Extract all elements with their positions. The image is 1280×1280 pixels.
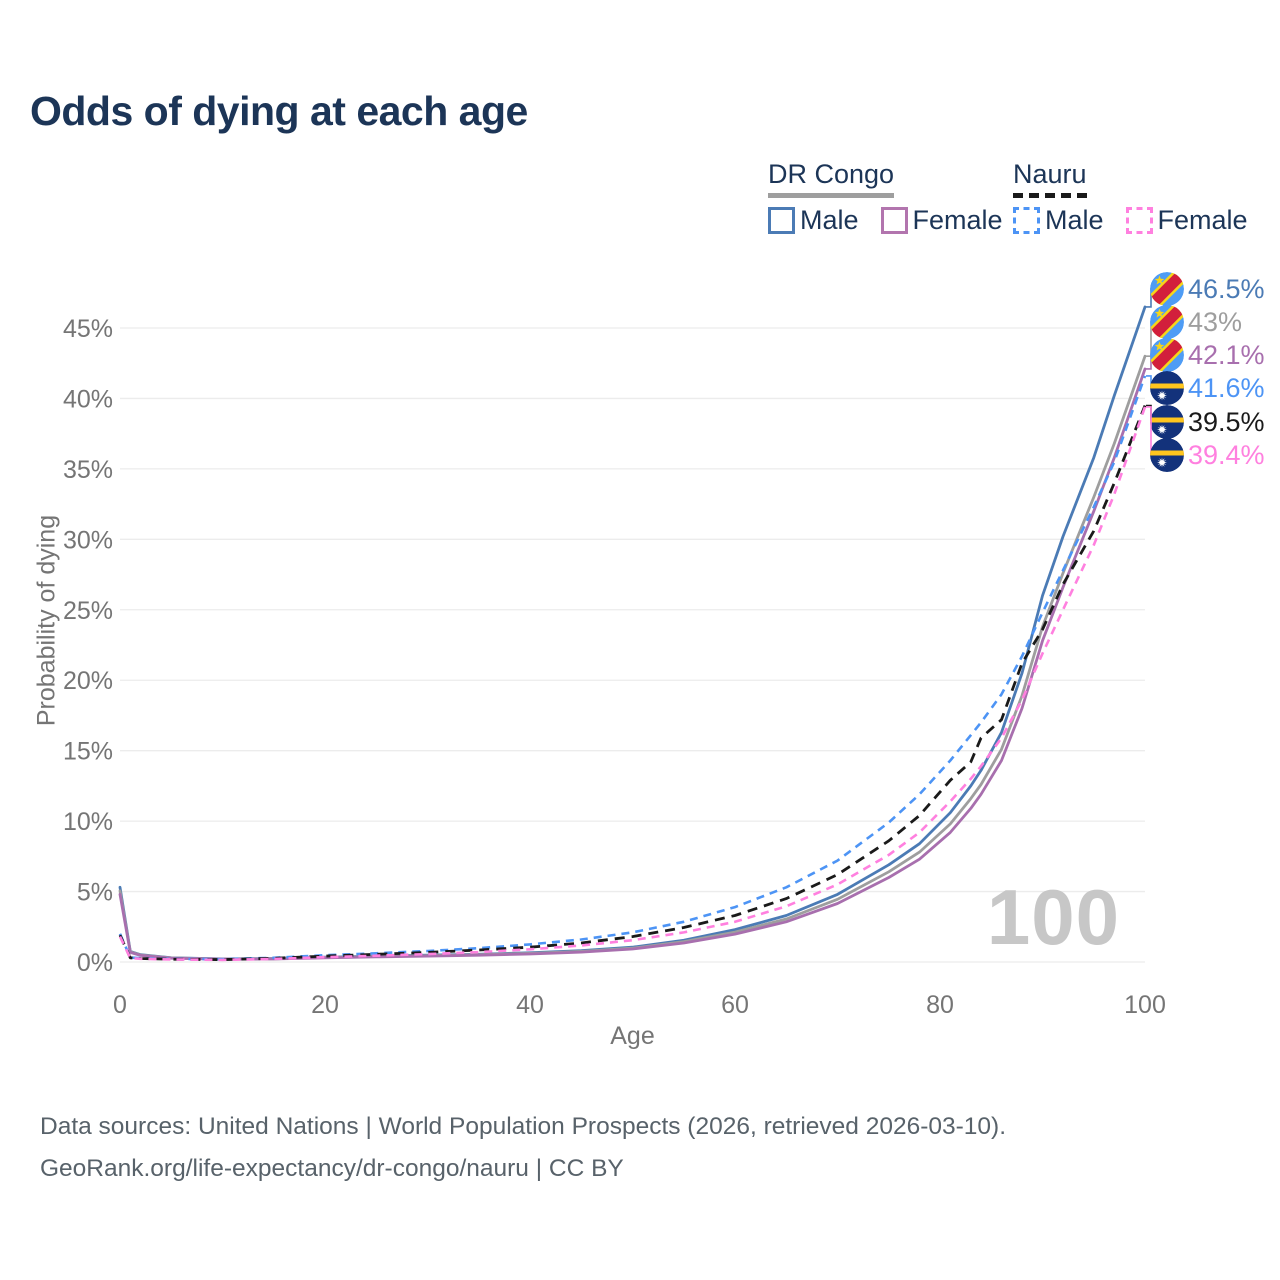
series-line-drc-all: [118, 354, 1147, 961]
y-axis-title: Probability of dying: [32, 514, 61, 727]
legend-row-dr-congo: Male Female: [768, 204, 1025, 235]
legend-group-nauru: Nauru Male Female: [1013, 159, 1270, 235]
nauru-flag-icon: [1150, 438, 1184, 472]
y-tick-label: 10%: [63, 808, 113, 836]
nauru-flag-icon: [1150, 405, 1184, 439]
legend-group-dr-congo: DR Congo Male Female: [768, 159, 1025, 235]
page-title: Odds of dying at each age: [30, 88, 528, 134]
y-tick-label: 15%: [63, 738, 113, 766]
legend-item-drc-male[interactable]: Male: [800, 204, 859, 235]
end-value-label-nauru-all: 39.5%: [1188, 407, 1265, 437]
end-value-label-nauru-male: 41.6%: [1188, 373, 1265, 403]
legend-swatch-drc-female-icon[interactable]: [880, 206, 908, 234]
y-tick-label: 25%: [63, 597, 113, 625]
x-tick-label: 60: [721, 991, 749, 1019]
attribution-line: GeoRank.org/life-expectancy/dr-congo/nau…: [40, 1155, 624, 1182]
y-tick-label: 40%: [63, 385, 113, 413]
y-tick-label: 0%: [77, 949, 113, 977]
footer: Data sources: United Nations | World Pop…: [40, 1106, 1006, 1190]
dr-congo-flag-icon: [1150, 272, 1184, 306]
end-value-label-drc-all: 43%: [1188, 307, 1242, 337]
data-sources-line: Data sources: United Nations | World Pop…: [40, 1113, 1007, 1140]
legend-country-dr-congo: DR Congo: [768, 159, 895, 198]
series-line-nauru-female: [118, 406, 1147, 962]
x-tick-label: 20: [311, 991, 339, 1019]
legend-row-nauru: Male Female: [1013, 204, 1270, 235]
x-axis-title: Age: [610, 1022, 655, 1050]
y-tick-label: 30%: [63, 526, 113, 554]
legend-item-drc-female[interactable]: Female: [912, 204, 1003, 235]
series-line-nauru-all: [118, 404, 1147, 961]
y-tick-label: 20%: [63, 667, 113, 695]
y-tick-label: 45%: [63, 315, 113, 343]
end-value-label-drc-male: 46.5%: [1188, 274, 1265, 304]
x-tick-label: 0: [113, 991, 127, 1019]
series-line-drc-female: [118, 367, 1147, 961]
age-counter-watermark: 100: [986, 873, 1120, 961]
dr-congo-flag-icon: [1150, 305, 1184, 339]
legend-swatch-nauru-male-icon[interactable]: [1013, 206, 1040, 234]
series-line-nauru-male: [118, 375, 1147, 961]
series-line-drc-male: [118, 305, 1147, 961]
x-tick-label: 80: [926, 991, 954, 1019]
end-value-label-drc-female: 42.1%: [1188, 340, 1265, 370]
y-tick-label: 5%: [77, 879, 113, 907]
x-tick-label: 100: [1124, 991, 1166, 1019]
legend-item-nauru-male[interactable]: Male: [1045, 204, 1104, 235]
legend-item-nauru-female[interactable]: Female: [1157, 204, 1248, 235]
nauru-flag-icon: [1150, 371, 1184, 405]
legend-swatch-drc-male-icon[interactable]: [768, 206, 795, 234]
x-tick-label: 40: [516, 991, 544, 1019]
dr-congo-flag-icon: [1150, 338, 1184, 372]
legend-swatch-nauru-female-icon[interactable]: [1125, 206, 1153, 234]
end-value-label-nauru-female: 39.4%: [1188, 440, 1265, 470]
y-tick-label: 35%: [63, 456, 113, 484]
legend-country-nauru: Nauru: [1013, 159, 1087, 198]
